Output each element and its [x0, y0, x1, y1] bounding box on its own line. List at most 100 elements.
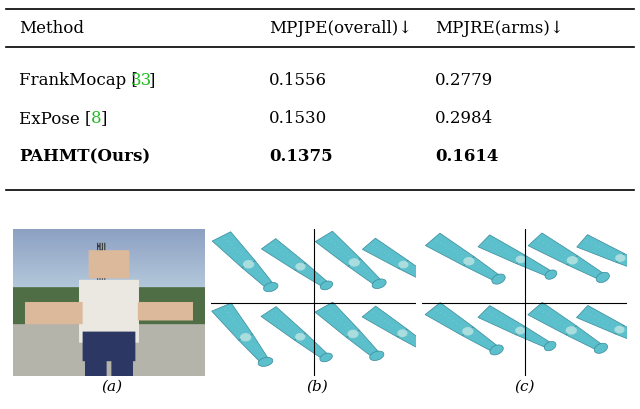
Circle shape	[348, 330, 358, 337]
Polygon shape	[346, 330, 380, 358]
Ellipse shape	[473, 333, 474, 335]
Ellipse shape	[224, 238, 227, 239]
Circle shape	[464, 258, 474, 265]
Ellipse shape	[481, 339, 483, 340]
Ellipse shape	[578, 262, 579, 263]
Ellipse shape	[290, 258, 292, 259]
Ellipse shape	[593, 343, 595, 344]
Polygon shape	[516, 255, 553, 277]
Ellipse shape	[320, 353, 332, 362]
Polygon shape	[212, 303, 253, 340]
Ellipse shape	[256, 271, 257, 272]
Ellipse shape	[224, 309, 226, 310]
Polygon shape	[425, 303, 473, 336]
Ellipse shape	[595, 343, 607, 353]
Circle shape	[463, 328, 473, 335]
Ellipse shape	[286, 324, 288, 326]
Circle shape	[568, 257, 577, 264]
Polygon shape	[463, 257, 501, 281]
Ellipse shape	[327, 237, 329, 239]
Ellipse shape	[572, 330, 573, 331]
Ellipse shape	[320, 280, 321, 281]
Ellipse shape	[616, 327, 618, 328]
Ellipse shape	[305, 339, 306, 340]
Ellipse shape	[227, 312, 229, 313]
Ellipse shape	[316, 348, 317, 349]
Polygon shape	[212, 232, 255, 267]
Circle shape	[241, 334, 251, 341]
Ellipse shape	[235, 323, 237, 324]
Ellipse shape	[351, 259, 353, 260]
Ellipse shape	[595, 272, 596, 273]
Ellipse shape	[573, 260, 575, 261]
Text: Method: Method	[19, 20, 84, 37]
Ellipse shape	[586, 241, 587, 242]
Ellipse shape	[230, 316, 232, 317]
Ellipse shape	[543, 312, 545, 313]
Circle shape	[516, 327, 525, 334]
Ellipse shape	[495, 276, 496, 277]
Ellipse shape	[629, 333, 630, 334]
Ellipse shape	[362, 268, 364, 269]
Text: MPJPE(overall)↓: MPJPE(overall)↓	[269, 20, 412, 37]
Ellipse shape	[590, 243, 591, 244]
Polygon shape	[295, 263, 330, 288]
Ellipse shape	[596, 272, 609, 283]
Circle shape	[349, 259, 359, 266]
Ellipse shape	[359, 265, 360, 266]
Ellipse shape	[419, 343, 420, 344]
Ellipse shape	[453, 250, 454, 252]
Ellipse shape	[275, 315, 277, 317]
Polygon shape	[478, 235, 525, 264]
Text: ]: ]	[101, 110, 108, 127]
Ellipse shape	[301, 266, 303, 267]
Ellipse shape	[396, 259, 397, 260]
Ellipse shape	[586, 267, 588, 268]
Ellipse shape	[556, 319, 557, 321]
Ellipse shape	[500, 247, 502, 249]
Polygon shape	[616, 325, 640, 347]
Ellipse shape	[250, 264, 251, 265]
Ellipse shape	[262, 277, 263, 278]
Polygon shape	[567, 256, 605, 280]
Ellipse shape	[294, 330, 295, 331]
Ellipse shape	[580, 335, 582, 336]
Ellipse shape	[509, 252, 510, 253]
Ellipse shape	[412, 269, 413, 270]
Ellipse shape	[639, 265, 640, 266]
Ellipse shape	[436, 309, 438, 310]
Ellipse shape	[612, 325, 613, 326]
Ellipse shape	[625, 331, 626, 332]
Ellipse shape	[492, 243, 493, 245]
Ellipse shape	[369, 274, 371, 275]
Ellipse shape	[608, 251, 609, 252]
Ellipse shape	[258, 351, 259, 352]
Polygon shape	[242, 261, 275, 289]
Circle shape	[244, 261, 253, 268]
Ellipse shape	[372, 279, 386, 289]
Ellipse shape	[534, 265, 536, 266]
Ellipse shape	[330, 311, 332, 312]
Polygon shape	[315, 302, 360, 337]
Ellipse shape	[449, 247, 451, 249]
Ellipse shape	[424, 346, 436, 355]
Text: ExPose [: ExPose [	[19, 110, 92, 127]
Circle shape	[615, 326, 624, 333]
Ellipse shape	[333, 315, 335, 316]
Ellipse shape	[344, 324, 346, 325]
Ellipse shape	[551, 317, 553, 318]
Text: 0.1530: 0.1530	[269, 110, 327, 127]
Polygon shape	[316, 231, 360, 266]
Ellipse shape	[492, 314, 493, 315]
Ellipse shape	[504, 250, 506, 251]
Ellipse shape	[487, 271, 488, 272]
Ellipse shape	[380, 317, 381, 319]
Ellipse shape	[617, 255, 618, 256]
Polygon shape	[528, 302, 577, 335]
Text: 0.2984: 0.2984	[435, 110, 493, 127]
Ellipse shape	[361, 340, 362, 341]
Ellipse shape	[401, 261, 402, 263]
Ellipse shape	[538, 339, 539, 340]
Ellipse shape	[436, 240, 438, 241]
Ellipse shape	[478, 266, 479, 267]
